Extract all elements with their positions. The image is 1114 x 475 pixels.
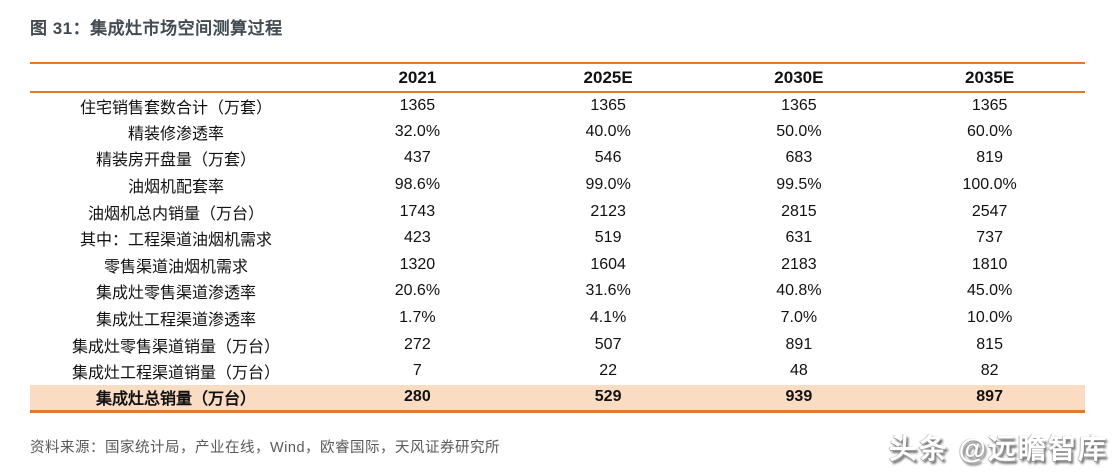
row-label: 油烟机配套率: [127, 179, 224, 197]
table-row: 住宅销售套数合计（万套） 1365 1365 1365 1365: [30, 92, 1085, 119]
row-label: 集成灶总销量（万台）: [30, 384, 322, 412]
cell-value: 4.1%: [589, 309, 627, 327]
cell-value: 48: [789, 362, 808, 380]
row-label: 精装房开盘量（万套）: [95, 152, 256, 170]
column-header-label: [30, 63, 322, 93]
table-row: 集成灶零售渠道渗透率 20.6% 31.6% 40.8% 45.0%: [30, 278, 1085, 305]
cell-value: 45.0%: [966, 282, 1013, 300]
table-row: 零售渠道油烟机需求 1320 1604 2183 1810: [30, 252, 1085, 279]
cell-value: 1365: [590, 96, 626, 114]
row-label: 集成灶零售渠道销量（万台）: [71, 338, 280, 356]
cell-value: 40.8%: [776, 282, 822, 300]
column-header-2035E: 2035E: [894, 63, 1085, 93]
table-row: 油烟机总内销量（万台） 1743 2123 2815 2547: [30, 198, 1085, 225]
table-head-row: 2021 2025E 2030E 2035E: [30, 63, 1085, 93]
cell-value: 1604: [590, 255, 626, 273]
cell-value: 7: [412, 362, 422, 380]
table-row: 精装修渗透率 32.0% 40.0% 50.0% 60.0%: [30, 119, 1085, 146]
table-row: 其中：工程渠道油烟机需求 423 519 631 737: [30, 225, 1085, 252]
table-row: 集成灶工程渠道渗透率 1.7% 4.1% 7.0% 10.0%: [30, 305, 1085, 332]
cell-value: 50.0%: [776, 122, 822, 140]
cell-value: 7.0%: [780, 309, 818, 327]
cell-value: 2183: [781, 255, 817, 273]
table-row: 集成灶工程渠道销量（万台） 7 22 48 82: [30, 358, 1085, 385]
row-label: 精装修渗透率: [127, 125, 224, 143]
cell-value: 272: [404, 335, 431, 353]
cell-value: 1743: [399, 202, 436, 220]
cell-value: 2547: [971, 202, 1008, 220]
figure-title: 图 31：集成灶市场空间测算过程: [30, 19, 283, 38]
row-label: 住宅销售套数合计（万套）: [79, 99, 272, 117]
cell-value: 98.6%: [394, 176, 441, 194]
cell-value: 546: [594, 149, 622, 167]
table-body: 住宅销售套数合计（万套） 1365 1365 1365 1365 精装修渗透率 32.0% 4…: [30, 92, 1085, 412]
table-row: 油烟机配套率 98.6% 99.0% 99.5% 100.0%: [30, 172, 1085, 199]
cell-value: 815: [976, 335, 1003, 353]
cell-value: 40.0%: [585, 122, 631, 140]
cell-value: 1810: [971, 255, 1008, 273]
cell-value: 1365: [399, 96, 436, 114]
table-row: 精装房开盘量（万套） 437 546 683 819: [30, 145, 1085, 172]
row-label: 零售渠道油烟机需求: [103, 258, 248, 276]
cell-value: 683: [785, 149, 813, 167]
market-calc-table: 2021 2025E 2030E 2035E 住宅销售套数合计（万套） 1365 1365…: [30, 62, 1085, 413]
cell-value: 10.0%: [966, 309, 1013, 327]
cell-value: 99.0%: [585, 176, 631, 194]
cell-value: 897: [894, 384, 1085, 412]
cell-value: 60.0%: [966, 122, 1013, 140]
cell-value: 1365: [781, 96, 817, 114]
cell-value: 737: [976, 229, 1003, 247]
cell-value: 1320: [399, 255, 436, 273]
cell-value: 20.6%: [394, 282, 441, 300]
column-header-2021: 2021: [322, 63, 513, 93]
cell-value: 99.5%: [776, 176, 822, 194]
row-label: 集成灶工程渠道渗透率: [95, 312, 256, 330]
row-label: 其中：工程渠道油烟机需求: [79, 232, 272, 250]
watermark: 头条 @远瞻智库: [888, 433, 1108, 464]
column-header-2030E: 2030E: [703, 63, 895, 93]
cell-value: 1.7%: [399, 309, 436, 327]
cell-value: 891: [785, 335, 813, 353]
cell-value: 1365: [971, 96, 1008, 114]
cell-value: 939: [703, 384, 895, 412]
source-note: 资料来源：国家统计局，产业在线，Wind，欧睿国际，天风证券研究所: [30, 440, 501, 456]
row-label: 油烟机总内销量（万台）: [87, 205, 264, 223]
cell-value: 529: [512, 384, 704, 412]
table-row: 集成灶总销量（万台） 280 529 939 897: [30, 384, 1085, 412]
cell-value: 280: [322, 384, 513, 412]
cell-value: 31.6%: [585, 282, 631, 300]
cell-value: 819: [976, 149, 1003, 167]
cell-value: 507: [594, 335, 622, 353]
table-row: 集成灶零售渠道销量（万台） 272 507 891 815: [30, 331, 1085, 358]
row-label: 集成灶零售渠道渗透率: [95, 285, 256, 303]
cell-value: 2123: [590, 202, 626, 220]
column-header-2025E: 2025E: [512, 63, 704, 93]
cell-value: 22: [599, 362, 618, 380]
cell-value: 32.0%: [394, 122, 441, 140]
cell-value: 519: [594, 229, 622, 247]
cell-value: 423: [404, 229, 431, 247]
cell-value: 437: [404, 149, 431, 167]
row-label: 集成灶工程渠道销量（万台）: [71, 365, 280, 383]
cell-value: 82: [980, 362, 999, 380]
cell-value: 2815: [781, 202, 817, 220]
cell-value: 100.0%: [962, 176, 1017, 194]
cell-value: 631: [785, 229, 813, 247]
